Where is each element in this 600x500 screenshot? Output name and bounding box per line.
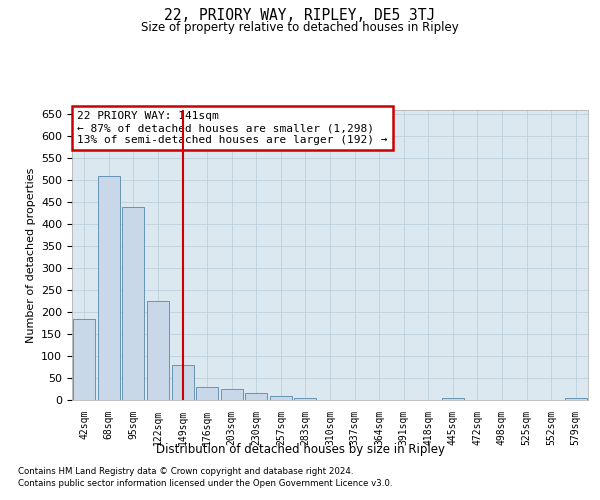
Bar (147, 301, 169, 400)
Bar (98, 176, 120, 400)
Text: Distribution of detached houses by size in Ripley: Distribution of detached houses by size … (155, 442, 445, 456)
Y-axis label: Number of detached properties: Number of detached properties (26, 168, 35, 342)
Text: Contains HM Land Registry data © Crown copyright and database right 2024.: Contains HM Land Registry data © Crown c… (18, 468, 353, 476)
Bar (196, 387, 218, 400)
Text: 22, PRIORY WAY, RIPLEY, DE5 3TJ: 22, PRIORY WAY, RIPLEY, DE5 3TJ (164, 8, 436, 22)
Bar (270, 396, 292, 400)
Bar (442, 398, 464, 400)
Text: Size of property relative to detached houses in Ripley: Size of property relative to detached ho… (141, 21, 459, 34)
Bar (122, 206, 145, 400)
Text: Contains public sector information licensed under the Open Government Licence v3: Contains public sector information licen… (18, 479, 392, 488)
Bar (221, 389, 243, 400)
Bar (245, 394, 268, 400)
Text: 22 PRIORY WAY: 141sqm
← 87% of detached houses are smaller (1,298)
13% of semi-d: 22 PRIORY WAY: 141sqm ← 87% of detached … (77, 112, 388, 144)
Bar (565, 398, 587, 400)
Bar (295, 398, 316, 400)
Bar (172, 365, 194, 400)
Bar (73, 318, 95, 400)
